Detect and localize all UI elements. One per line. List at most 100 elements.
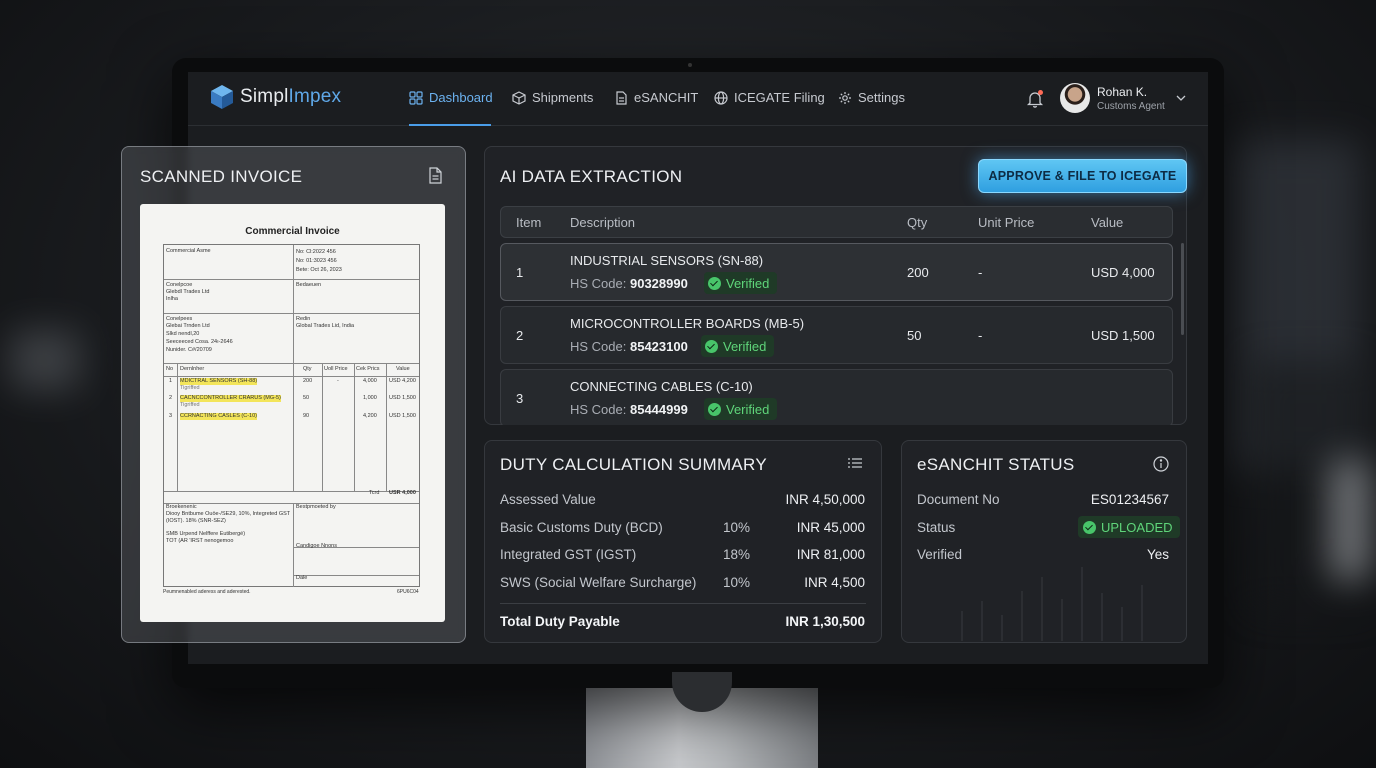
invoice-total-label: Tcrd — [369, 490, 380, 496]
invoice-text: 200 — [303, 378, 313, 384]
table-scrollbar[interactable] — [1181, 243, 1184, 335]
background-window — [10, 330, 80, 390]
row-qty: 200 — [907, 265, 929, 280]
info-icon[interactable] — [1153, 456, 1169, 472]
invoice-text: Global Trades Lid, India — [296, 323, 355, 329]
approve-file-button[interactable]: APPROVE & FILE TO ICEGATE — [978, 159, 1187, 193]
duty-divider — [500, 603, 866, 604]
app-name: SimplImpex — [240, 86, 342, 107]
box-icon — [512, 90, 526, 105]
invoice-text: - — [337, 378, 339, 384]
row-qty: 50 — [907, 328, 922, 343]
status-badge: UPLOADED — [1078, 516, 1180, 538]
col-header-qty[interactable]: Qty — [907, 215, 928, 230]
invoice-divider — [164, 363, 419, 364]
avatar[interactable] — [1060, 83, 1090, 113]
invoice-text: Glebdl Trades Ltd — [166, 289, 210, 295]
nav-shipments[interactable]: Shipments — [512, 90, 593, 105]
row-unit-price: - — [978, 265, 983, 280]
duty-rate: 10% — [723, 575, 751, 590]
table-row[interactable] — [500, 243, 1173, 301]
file-icon[interactable] — [428, 167, 442, 184]
invoice-text: Nunider. C#/20709 — [166, 347, 212, 353]
invoice-divider — [164, 503, 419, 504]
invoice-divider — [293, 245, 294, 363]
nav-dashboard-label: Dashboard — [429, 90, 493, 105]
invoice-divider — [354, 363, 355, 491]
panel-clip — [484, 425, 1187, 439]
invoice-col-header: Cek Prics — [356, 366, 380, 372]
nav-icegate-label: ICEGATE Filing — [734, 90, 825, 105]
duty-calculation-panel — [484, 440, 882, 643]
invoice-line-item: CACNCCONTROLLER CRARUS (MG-5) — [180, 395, 281, 402]
nav-shipments-label: Shipments — [532, 90, 594, 105]
background-panel — [1330, 460, 1370, 580]
invoice-text: No: 01:3023 456 — [296, 258, 337, 264]
duty-rate: 18% — [723, 547, 751, 562]
document-icon — [616, 90, 627, 105]
duty-amount: INR 45,000 — [796, 520, 865, 535]
duty-label: Assessed Value — [500, 492, 596, 507]
total-duty-label: Total Duty Payable — [500, 614, 620, 629]
chevron-down-icon[interactable] — [1176, 94, 1186, 102]
invoice-total: USR 4,000 — [389, 490, 416, 496]
invoice-line-item: MDICTRAL SENSORS (SH-88) — [180, 378, 258, 385]
invoice-divider — [164, 279, 419, 280]
ai-extraction-title: AI DATA EXTRACTION — [500, 167, 683, 186]
invoice-text: USD 4,200 — [389, 378, 416, 384]
row-hs-code: HS Code: 90328990 — [570, 276, 688, 291]
row-value: USD 1,500 — [1091, 328, 1155, 343]
nav-icegate-filing[interactable]: ICEGATE Filing — [714, 90, 825, 105]
invoice-text: Tigriffed — [180, 385, 200, 391]
invoice-footer: 6PU6C04 — [397, 589, 419, 595]
nav-settings[interactable]: Settings — [838, 90, 905, 105]
col-header-value[interactable]: Value — [1091, 215, 1124, 230]
invoice-text: No: Cl:2022 456 — [296, 249, 336, 255]
invoice-text: Slkd nendl,20 — [166, 331, 200, 337]
globe-icon — [714, 90, 728, 105]
invoice-heading: Commercial Invoice — [245, 226, 340, 237]
verified-badge: Verified — [704, 272, 778, 294]
duty-label: SWS (Social Welfare Surcharge) — [500, 575, 697, 590]
col-header-description[interactable]: Description — [570, 215, 636, 230]
col-header-unit-price[interactable]: Unit Price — [978, 215, 1035, 230]
invoice-text: 3 — [169, 413, 173, 419]
verified-badge: Verified — [701, 335, 775, 357]
list-icon[interactable] — [848, 457, 862, 469]
invoice-divider — [322, 363, 323, 491]
document-no-label: Document No — [917, 492, 1000, 507]
invoice-document-image: Commercial Invoice Commercial Asme No: C… — [140, 204, 445, 622]
bell-icon[interactable] — [1026, 90, 1044, 108]
row-unit-price: - — [978, 328, 983, 343]
monitor-camera — [688, 63, 692, 67]
verified-value: Yes — [1146, 547, 1169, 562]
invoice-col-header: Dernlnher — [180, 366, 205, 372]
invoice-divider — [164, 313, 419, 314]
check-circle-icon — [708, 276, 721, 290]
nav-dashboard[interactable]: Dashboard — [409, 90, 493, 105]
app-logo[interactable]: SimplImpex — [210, 84, 341, 110]
nav-esanchit[interactable]: eSANCHIT — [614, 90, 698, 105]
invoice-divider — [164, 491, 419, 492]
check-circle-icon — [705, 339, 718, 353]
invoice-divider — [386, 363, 387, 491]
invoice-text: (IOST). 18% (SNR-SEZ) — [166, 518, 226, 524]
invoice-text: Glebai Trnden Ltd — [166, 323, 210, 329]
invoice-col-header: Value — [396, 366, 410, 372]
duty-amount: INR 81,000 — [796, 547, 865, 562]
nav-esanchit-label: eSANCHIT — [634, 90, 699, 105]
table-row[interactable] — [500, 306, 1173, 364]
row-item-number: 3 — [516, 391, 524, 406]
table-row[interactable] — [500, 369, 1173, 427]
verified-badge: Verified — [704, 398, 778, 420]
invoice-col-header: Qty — [303, 366, 312, 372]
row-hs-code: HS Code: 85423100 — [570, 339, 688, 354]
check-circle-icon — [1083, 520, 1096, 534]
col-header-item[interactable]: Item — [516, 215, 542, 230]
invoice-text: 4,000 — [363, 378, 377, 384]
invoice-line-item: CCRNACTING CASLES (C-10) — [180, 413, 258, 420]
invoice-text: 50 — [303, 395, 310, 401]
notification-dot — [1038, 90, 1043, 95]
invoice-divider — [293, 363, 294, 491]
row-item-number: 2 — [516, 328, 524, 343]
